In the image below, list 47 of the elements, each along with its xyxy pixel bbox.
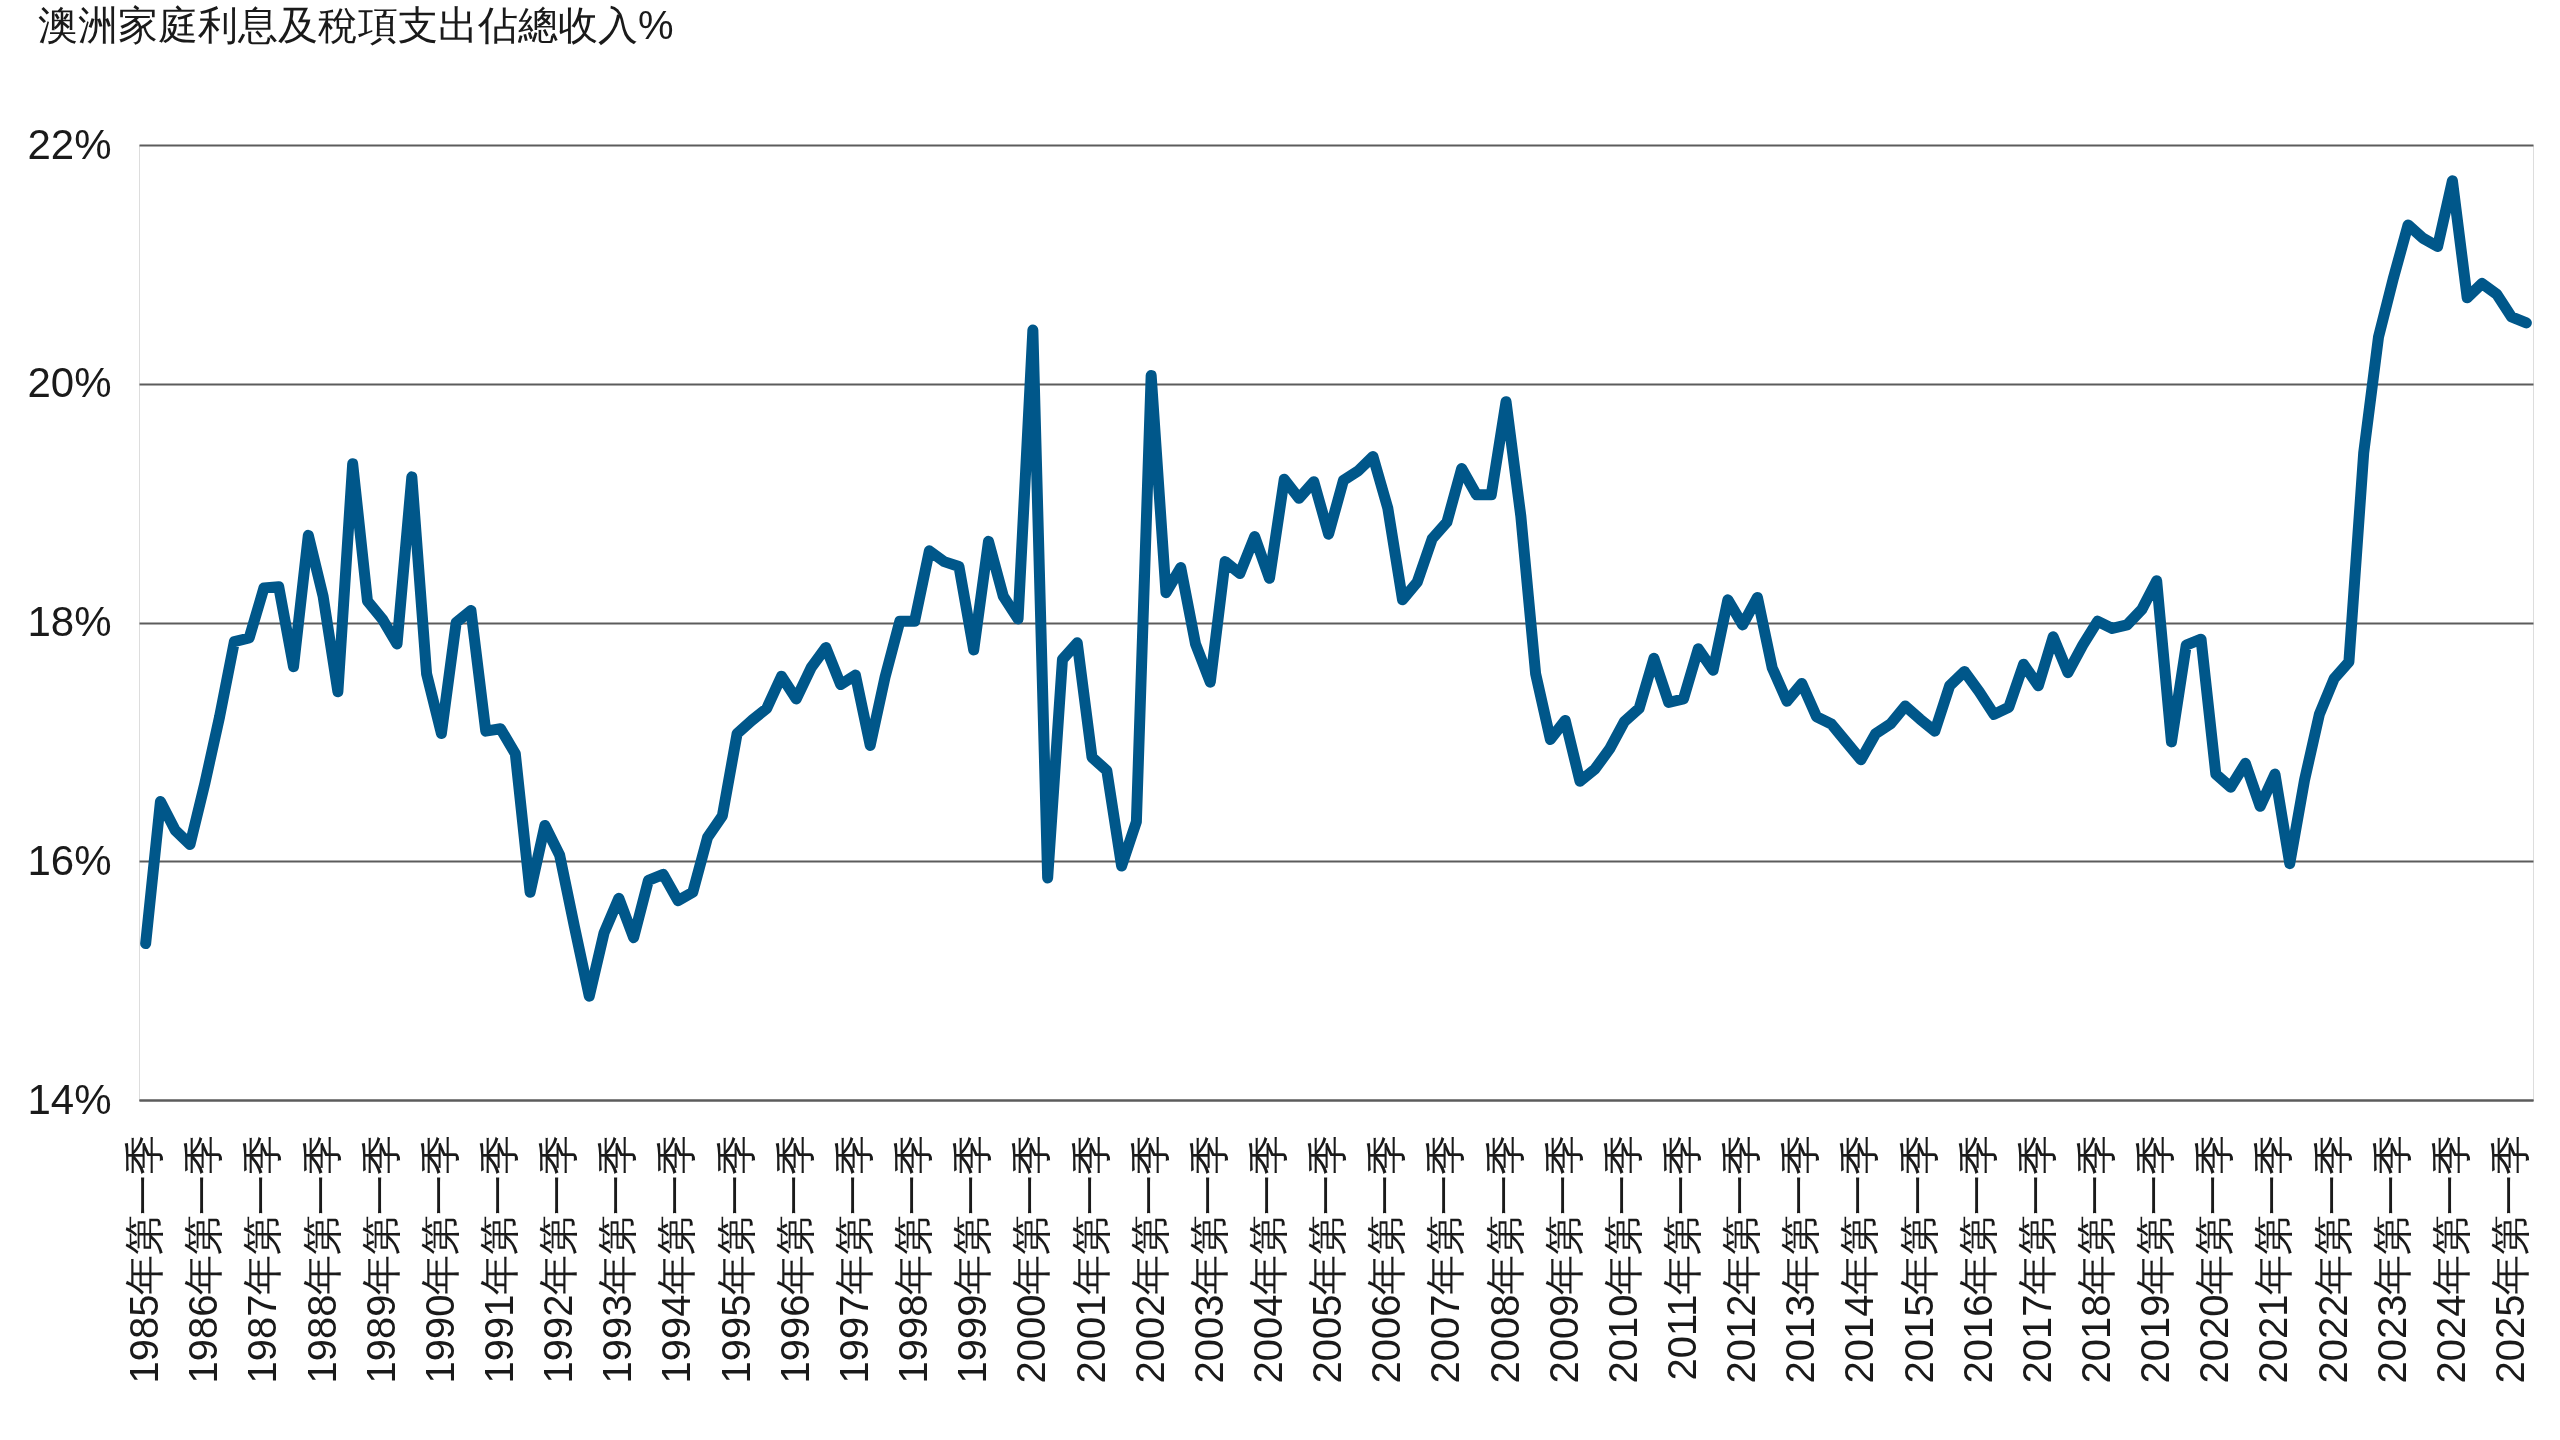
y-tick-label: 22% (27, 120, 112, 168)
x-tick-label: 2007年第一季 (1423, 1134, 1468, 1384)
x-tick-label: 1987年第一季 (240, 1134, 285, 1384)
y-tick-label: 14% (27, 1075, 112, 1123)
x-tick-label: 2025年第一季 (2488, 1134, 2533, 1384)
x-tick-label: 2011年第一季 (1659, 1134, 1704, 1381)
x-tick-label: 1994年第一季 (654, 1134, 699, 1384)
x-tick-label: 2014年第一季 (1837, 1134, 1882, 1384)
x-tick-label: 2022年第一季 (2310, 1134, 2355, 1384)
x-tick-label: 2020年第一季 (2192, 1134, 2237, 1384)
x-tick-label: 2013年第一季 (1778, 1134, 1823, 1384)
chart-title: 澳洲家庭利息及稅項支出佔總收入% (38, 3, 674, 47)
x-tick-label: 2001年第一季 (1068, 1134, 1113, 1384)
x-tick-label: 2000年第一季 (1009, 1134, 1054, 1384)
x-tick-label: 1993年第一季 (595, 1134, 640, 1384)
x-tick-label: 1990年第一季 (417, 1134, 462, 1384)
x-tick-label: 2016年第一季 (1955, 1134, 2000, 1384)
x-tick-label: 2015年第一季 (1896, 1134, 1941, 1384)
x-tick-label: 1991年第一季 (477, 1134, 522, 1384)
x-tick-label: 2010年第一季 (1600, 1134, 1645, 1384)
x-tick-label: 2023年第一季 (2369, 1134, 2414, 1384)
y-tick-label: 16% (27, 836, 112, 884)
x-tick-label: 1989年第一季 (358, 1134, 403, 1384)
x-tick-label: 1992年第一季 (536, 1134, 581, 1384)
x-tick-label: 2005年第一季 (1305, 1134, 1350, 1384)
x-tick-label: 1996年第一季 (772, 1134, 817, 1384)
x-tick-label: 2018年第一季 (2074, 1134, 2119, 1384)
x-tick-label: 1988年第一季 (299, 1134, 344, 1384)
x-tick-label: 1997年第一季 (831, 1134, 876, 1384)
x-tick-label: 2006年第一季 (1364, 1134, 1409, 1384)
x-tick-label: 2024年第一季 (2428, 1134, 2473, 1384)
x-tick-label: 2012年第一季 (1719, 1134, 1764, 1384)
y-tick-label: 18% (27, 598, 112, 645)
x-tick-label: 1985年第一季 (122, 1134, 167, 1384)
x-tick-label: 2009年第一季 (1541, 1134, 1586, 1384)
x-tick-label: 1986年第一季 (181, 1134, 226, 1384)
x-tick-label: 2019年第一季 (2133, 1134, 2178, 1384)
x-tick-label: 2004年第一季 (1245, 1134, 1290, 1384)
x-tick-label: 1998年第一季 (891, 1134, 936, 1384)
x-tick-label: 2002年第一季 (1127, 1134, 1172, 1384)
x-tick-label: 2008年第一季 (1482, 1134, 1527, 1384)
x-tick-label: 1999年第一季 (950, 1134, 995, 1384)
x-tick-label: 2017年第一季 (2014, 1134, 2059, 1384)
x-tick-label: 2003年第一季 (1186, 1134, 1231, 1384)
y-tick-label: 20% (27, 359, 112, 407)
x-tick-label: 1995年第一季 (713, 1134, 758, 1384)
x-tick-label: 2021年第一季 (2251, 1134, 2296, 1384)
